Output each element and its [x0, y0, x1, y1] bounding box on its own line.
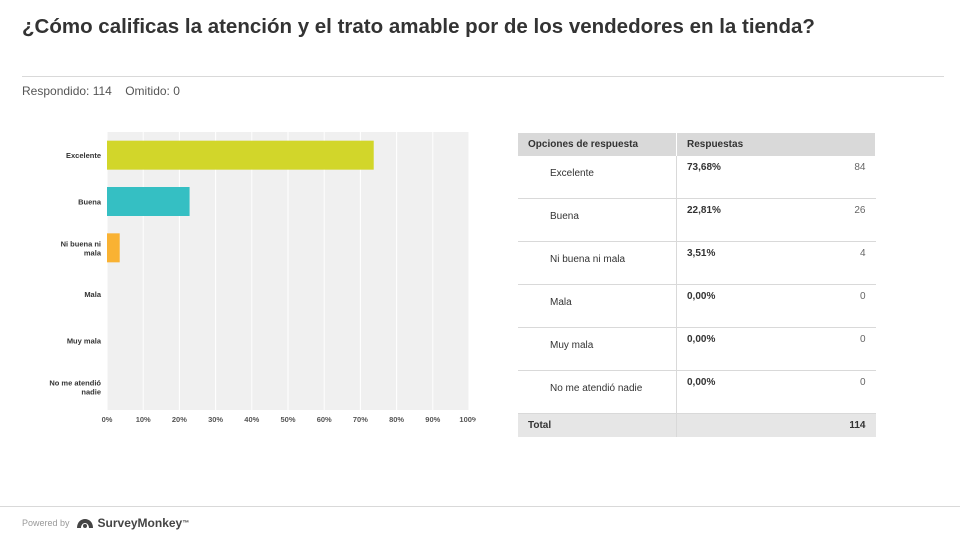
total-label: Total: [518, 413, 677, 437]
row-percent: 0,00%: [676, 370, 758, 414]
x-tick-label: 50%: [280, 415, 295, 424]
bar: [107, 140, 374, 170]
table-row: Buena 22,81% 26: [518, 198, 876, 242]
table-row: Excelente 73,68% 84: [518, 155, 876, 199]
category-label: Excelente: [66, 151, 101, 160]
row-option: Ni buena ni mala: [518, 241, 677, 285]
surveymonkey-logo[interactable]: SurveyMonkey ™: [76, 516, 189, 530]
category-label: Buena: [78, 198, 102, 207]
footer-divider: [0, 506, 960, 507]
x-tick-label: 20%: [172, 415, 187, 424]
row-percent: 73,68%: [676, 155, 758, 199]
table-row: No me atendió nadie 0,00% 0: [518, 370, 876, 414]
x-tick-label: 40%: [244, 415, 259, 424]
question-title: ¿Cómo calificas la atención y el trato a…: [22, 15, 815, 38]
row-percent: 0,00%: [676, 327, 758, 371]
powered-by-text: Powered by: [22, 518, 70, 528]
table-row: Ni buena ni mala 3,51% 4: [518, 241, 876, 285]
table-row: Muy mala 0,00% 0: [518, 327, 876, 371]
monkey-icon: [76, 518, 93, 528]
category-label: nadie: [81, 387, 101, 396]
x-axis-labels: 0% 10% 20% 30% 40% 50% 60% 70% 80% 90% 100%: [102, 415, 476, 424]
row-option: Mala: [518, 284, 677, 328]
x-tick-label: 60%: [317, 415, 332, 424]
table-total-row: Total 114: [518, 413, 876, 437]
category-label: Muy mala: [67, 337, 102, 346]
x-tick-label: 70%: [353, 415, 368, 424]
x-tick-label: 10%: [136, 415, 151, 424]
row-count: 4: [758, 241, 876, 285]
table-header-row: Opciones de respuesta Respuestas: [518, 133, 876, 156]
row-percent: 3,51%: [676, 241, 758, 285]
footer: Powered by SurveyMonkey ™: [22, 516, 189, 530]
category-label: No me atendió: [49, 378, 101, 387]
answered-count: Respondido: 114: [22, 84, 112, 98]
header-options: Opciones de respuesta: [518, 133, 677, 156]
row-option: Buena: [518, 198, 677, 242]
header-divider: [22, 76, 944, 77]
bar: [107, 187, 190, 216]
chart-grid: [106, 132, 470, 410]
row-count: 26: [758, 198, 876, 242]
category-label: mala: [84, 248, 102, 257]
brand-name: SurveyMonkey: [97, 516, 183, 530]
x-tick-label: 100%: [459, 415, 476, 424]
x-tick-label: 30%: [208, 415, 223, 424]
bar: [107, 233, 120, 263]
chart-bars: [107, 140, 374, 263]
total-value: 114: [758, 413, 876, 437]
response-stats: Respondido: 114 Omitido: 0: [22, 84, 190, 98]
responses-table: Opciones de respuesta Respuestas Excelen…: [518, 133, 876, 437]
skipped-count: Omitido: 0: [125, 84, 180, 98]
row-option: Excelente: [518, 155, 677, 199]
row-option: Muy mala: [518, 327, 677, 371]
row-count: 84: [758, 155, 876, 199]
x-tick-label: 80%: [389, 415, 404, 424]
x-tick-label: 0%: [102, 415, 113, 424]
row-percent: 0,00%: [676, 284, 758, 328]
row-count: 0: [758, 284, 876, 328]
row-count: 0: [758, 370, 876, 414]
row-percent: 22,81%: [676, 198, 758, 242]
header-responses: Respuestas: [676, 133, 876, 156]
row-option: No me atendió nadie: [518, 370, 677, 414]
x-tick-label: 90%: [425, 415, 440, 424]
total-spacer: [676, 413, 758, 437]
category-label: Ni buena ni: [61, 239, 101, 248]
row-count: 0: [758, 327, 876, 371]
category-label: Mala: [84, 290, 102, 299]
table-row: Mala 0,00% 0: [518, 284, 876, 328]
